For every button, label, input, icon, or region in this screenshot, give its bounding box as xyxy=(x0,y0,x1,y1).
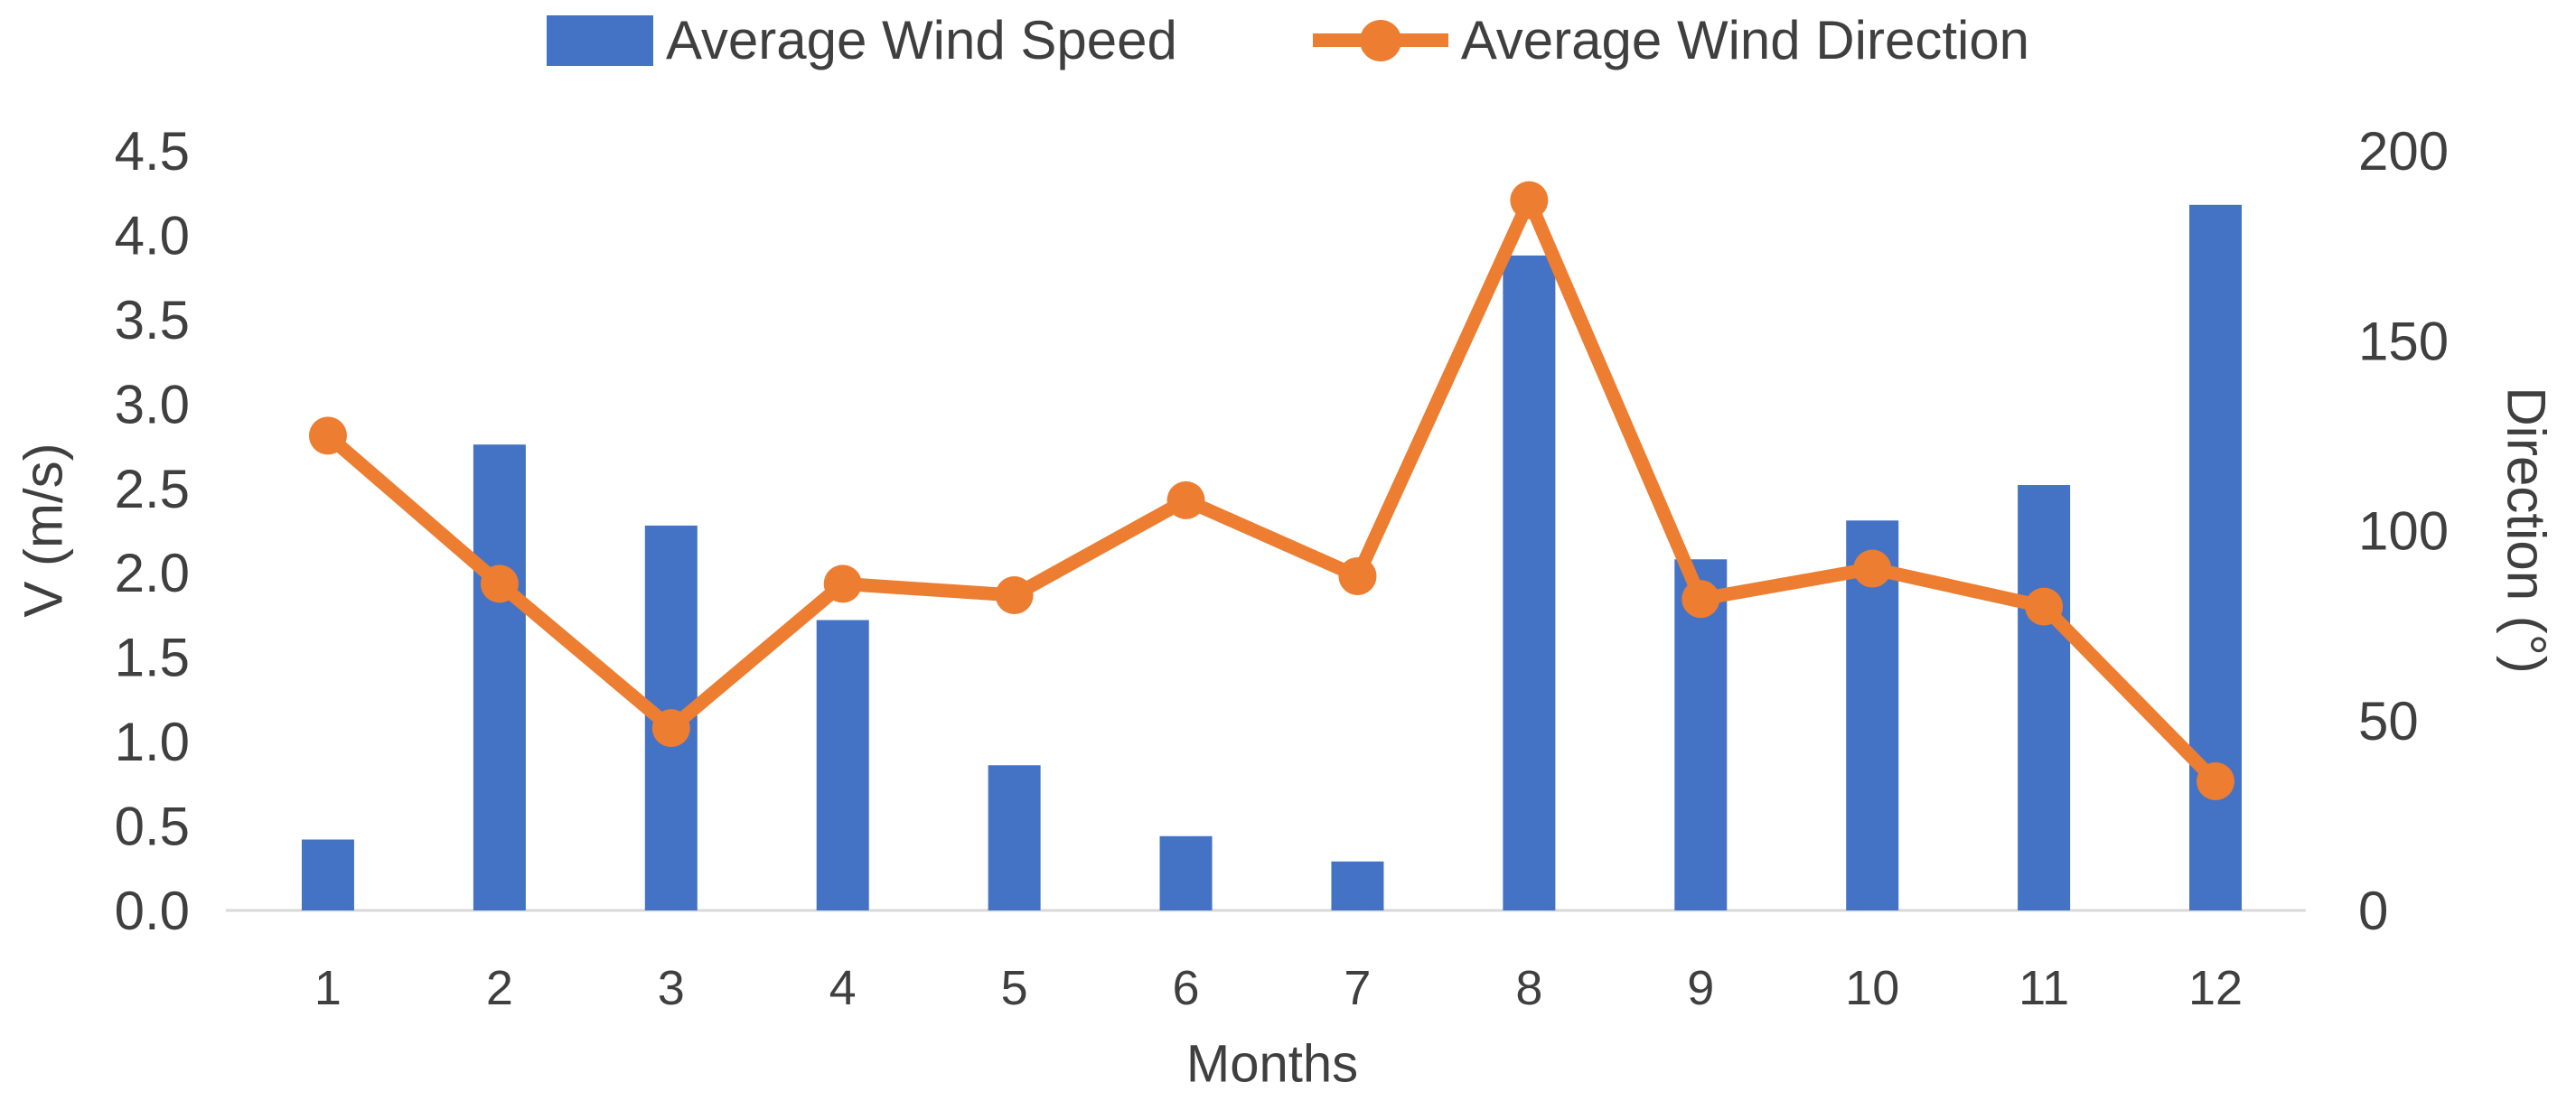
right-axis-tick-label: 150 xyxy=(2358,311,2449,371)
right-axis-tick-label: 0 xyxy=(2358,881,2388,941)
bar-month-11 xyxy=(2018,485,2071,910)
right-axis-tick-label: 200 xyxy=(2358,121,2449,182)
left-axis-tick-label: 4.0 xyxy=(115,205,190,266)
x-axis-tick-label: 8 xyxy=(1515,961,1542,1015)
legend-item-wind-direction: Average Wind Direction xyxy=(1312,9,2030,71)
x-axis-tick-label: 1 xyxy=(314,961,342,1015)
x-axis-tick-label: 3 xyxy=(658,961,685,1015)
left-axis-tick-label: 1.5 xyxy=(115,628,190,688)
wind-direction-point-month-1 xyxy=(308,416,347,455)
x-axis-tick-label: 6 xyxy=(1173,961,1200,1015)
wind-direction-point-month-10 xyxy=(1853,549,1892,588)
right-axis-tick-label: 100 xyxy=(2358,501,2449,562)
bar-month-4 xyxy=(816,620,869,910)
bar-month-2 xyxy=(473,444,526,911)
wind-direction-dot-icon xyxy=(1359,19,1401,61)
x-axis-tick-label: 4 xyxy=(829,961,857,1015)
bar-month-5 xyxy=(988,765,1041,910)
left-axis-tick-label: 3.0 xyxy=(115,374,190,434)
wind-speed-swatch-icon xyxy=(546,14,653,66)
left-axis-tick-label: 1.0 xyxy=(115,712,190,772)
x-axis-tick-label: 5 xyxy=(1001,961,1028,1015)
legend-item-wind-speed: Average Wind Speed xyxy=(546,9,1177,71)
left-axis-tick-label: 0.5 xyxy=(115,797,190,857)
wind-direction-line-marker-icon xyxy=(1312,19,1448,61)
wind-direction-line xyxy=(321,193,2223,788)
x-axis-tick-label: 10 xyxy=(1845,961,1899,1015)
x-axis-tick-label: 12 xyxy=(2188,961,2243,1015)
bar-month-12 xyxy=(2189,204,2243,910)
left-axis-tick-label: 2.5 xyxy=(115,459,190,519)
left-axis-tick-label: 2.0 xyxy=(115,543,190,603)
left-axis-tick-label: 4.5 xyxy=(115,121,190,182)
x-axis-title: Months xyxy=(1185,1034,1359,1094)
left-axis-tick-label: 3.5 xyxy=(115,290,190,350)
left-axis-tick-label: 0.0 xyxy=(115,881,190,941)
x-axis-tick-label: 2 xyxy=(486,961,513,1015)
x-axis-tick-label: 7 xyxy=(1344,961,1371,1015)
legend: Average Wind Speed Average Wind Directio… xyxy=(0,9,2576,71)
x-axis-tick-label: 11 xyxy=(2019,961,2069,1015)
legend-label-wind-speed: Average Wind Speed xyxy=(665,10,1177,70)
x-axis-tick-label: 9 xyxy=(1687,961,1714,1015)
legend-label-wind-direction: Average Wind Direction xyxy=(1460,10,2030,70)
wind-direction-point-month-7 xyxy=(1338,556,1377,595)
wind-direction-point-month-12 xyxy=(2197,762,2235,801)
wind-direction-point-month-4 xyxy=(823,564,862,603)
wind-direction-point-month-2 xyxy=(480,564,519,603)
wind-direction-point-month-8 xyxy=(1510,181,1549,219)
wind-direction-point-month-5 xyxy=(995,575,1034,614)
bar-month-1 xyxy=(301,839,354,910)
wind-direction-point-month-6 xyxy=(1166,481,1205,519)
bar-month-6 xyxy=(1159,835,1213,910)
bar-month-7 xyxy=(1331,861,1384,910)
wind-direction-point-month-3 xyxy=(651,709,690,748)
right-axis-tick-label: 50 xyxy=(2358,691,2419,751)
wind-direction-point-month-9 xyxy=(1681,580,1720,619)
bar-month-8 xyxy=(1503,255,1556,911)
wind-direction-point-month-11 xyxy=(2025,587,2064,626)
